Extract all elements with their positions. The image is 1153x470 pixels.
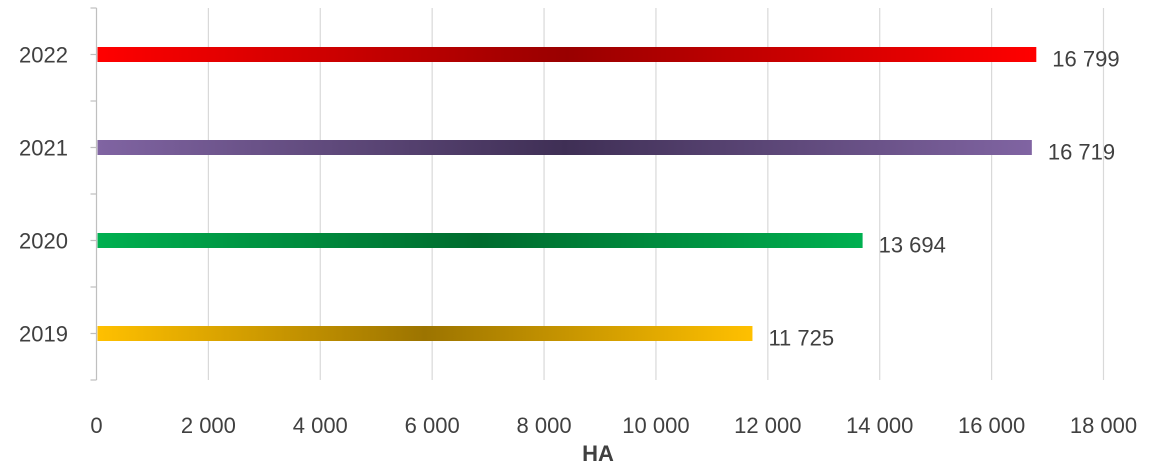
data-label: 16 799: [1052, 47, 1119, 72]
labels: 2019 11 725 2020 13 694 2021 16 719 2022 16 799: [19, 43, 1120, 351]
x-tick-label: 8 000: [517, 413, 572, 438]
gridlines: 0 2 000 4 000 6 000 8 000 10 000 12 000 14 000 1…: [90, 8, 1137, 438]
y-tick-label: 2019: [19, 322, 68, 347]
y-tick-label: 2021: [19, 136, 68, 161]
bar-2019: [97, 326, 753, 341]
x-tick-label: 18 000: [1070, 413, 1137, 438]
bars: [97, 47, 1037, 341]
data-label: 16 719: [1048, 140, 1115, 165]
bar-2022: [97, 47, 1037, 62]
data-label: 13 694: [879, 233, 946, 258]
x-tick-label: 10 000: [622, 413, 689, 438]
x-tick-label: 12 000: [734, 413, 801, 438]
x-axis-label: HA: [582, 441, 614, 466]
x-tick-label: 0: [90, 413, 102, 438]
y-axis: [90, 7, 98, 381]
x-tick-label: 2 000: [181, 413, 236, 438]
data-label: 11 725: [768, 326, 834, 351]
x-tick-label: 16 000: [958, 413, 1025, 438]
bar-2020: [97, 233, 863, 248]
y-tick-label: 2022: [19, 43, 68, 68]
x-tick-label: 4 000: [293, 413, 348, 438]
x-tick-label: 14 000: [846, 413, 913, 438]
x-tick-label: 6 000: [405, 413, 460, 438]
bar-2021: [97, 140, 1032, 155]
y-tick-label: 2020: [19, 229, 68, 254]
